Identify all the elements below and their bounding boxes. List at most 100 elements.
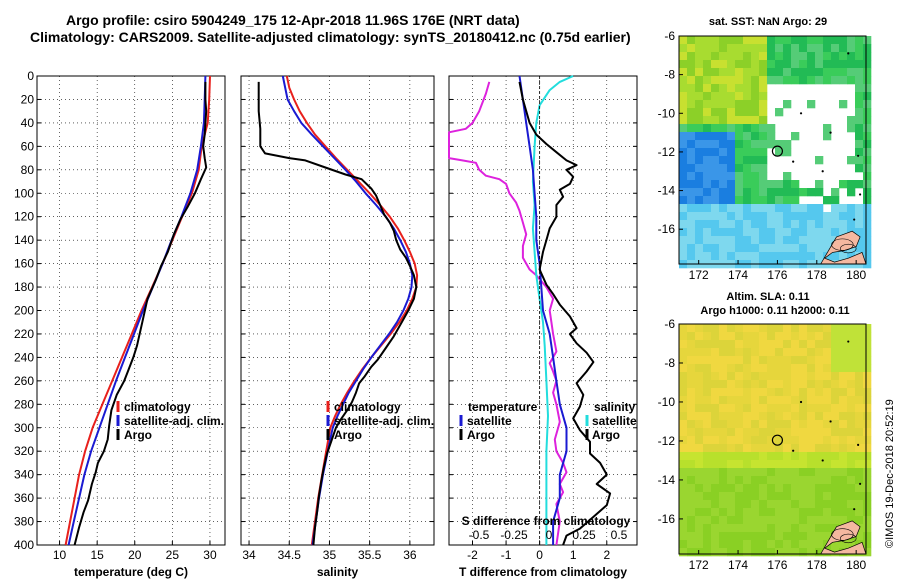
map-cell	[687, 124, 696, 133]
map-cell	[791, 540, 800, 549]
map-cell	[807, 60, 816, 69]
map-cell	[831, 468, 840, 477]
map-cell	[847, 404, 856, 413]
map-cell	[711, 44, 720, 53]
map-cell	[703, 180, 712, 189]
map-cell	[751, 428, 760, 437]
map-cell	[783, 468, 792, 477]
map-cell	[735, 244, 744, 253]
sla-map-panel: 172 174 176 178 180 -6 -8 -10 -12 -14 -16 Altim. SL…	[658, 291, 872, 572]
map-cell	[695, 68, 704, 77]
map-cell	[703, 372, 712, 381]
map-cell	[743, 212, 752, 221]
map-cell	[703, 92, 712, 101]
map-cell	[767, 508, 776, 517]
map-cell	[719, 428, 728, 437]
map-cell	[807, 532, 816, 541]
map-cell	[743, 244, 752, 253]
map-cell	[863, 540, 872, 549]
map-cell	[863, 60, 872, 69]
map-cell	[767, 180, 776, 189]
map-cell	[831, 348, 840, 357]
map-cell	[775, 452, 784, 461]
map-cell	[743, 100, 752, 109]
map-cell	[743, 348, 752, 357]
map-cell	[807, 396, 816, 405]
map-cell	[679, 36, 688, 45]
map-cell	[839, 364, 848, 373]
map-cell	[863, 220, 872, 229]
contour-loop	[840, 533, 857, 544]
map-cell	[783, 148, 792, 157]
depth-tick-label: 80	[21, 163, 35, 177]
map-cell	[735, 460, 744, 469]
x-tick-label: 2	[603, 548, 610, 562]
salinity-panel: 34 34.5 35 35.5 36 salinity climatologysatelli…	[240, 75, 435, 579]
map-cell	[791, 348, 800, 357]
map-cell	[735, 92, 744, 101]
map-cell	[767, 212, 776, 221]
map-cell	[823, 212, 832, 221]
map-cell	[719, 412, 728, 421]
map-cell	[695, 516, 704, 525]
map-cell	[711, 340, 720, 349]
map-cell	[839, 252, 848, 261]
map-cell	[775, 364, 784, 373]
map-x-tick-label: 174	[728, 268, 748, 282]
map-cell	[711, 508, 720, 517]
map-cell	[727, 84, 736, 93]
map-cell	[783, 196, 792, 205]
map-cell	[727, 132, 736, 141]
map-cell	[743, 468, 752, 477]
map-cell	[719, 324, 728, 333]
map-cell	[839, 460, 848, 469]
map-cell	[719, 252, 728, 261]
map-cell	[807, 36, 816, 45]
depth-tick-label: 340	[14, 468, 34, 482]
map-cell	[855, 508, 864, 517]
map-cell	[743, 324, 752, 333]
map-cell	[791, 76, 800, 85]
map-cell	[863, 164, 872, 173]
map-cell	[807, 476, 816, 485]
map-cell	[719, 500, 728, 509]
map-cell	[863, 252, 872, 261]
map-cell	[743, 108, 752, 117]
map-cell	[855, 340, 864, 349]
map-cell	[751, 452, 760, 461]
map-cell	[695, 180, 704, 189]
map-cell	[807, 188, 816, 197]
map-cell	[695, 348, 704, 357]
map-cell	[767, 364, 776, 373]
map-cell	[847, 540, 856, 549]
map-cell	[735, 340, 744, 349]
map-cell	[815, 236, 824, 245]
map-cell	[719, 92, 728, 101]
map-cell	[815, 428, 824, 437]
map-cell	[775, 44, 784, 53]
map-cell	[839, 508, 848, 517]
map-cell	[719, 148, 728, 157]
map-cell	[855, 84, 864, 93]
map-cell	[711, 148, 720, 157]
map-cell	[735, 68, 744, 77]
map-cell	[711, 356, 720, 365]
map-cell	[767, 348, 776, 357]
map-cell	[695, 324, 704, 333]
map-cell	[815, 500, 824, 509]
map-cell	[735, 172, 744, 181]
map-cell	[831, 516, 840, 525]
map-cell	[703, 36, 712, 45]
map-cell	[815, 460, 824, 469]
map-cell	[791, 452, 800, 461]
map-cell	[783, 396, 792, 405]
map-cell	[807, 348, 816, 357]
map-cell	[695, 436, 704, 445]
map-cell	[839, 52, 848, 61]
map-cell	[783, 212, 792, 221]
map-cell	[775, 220, 784, 229]
map-cell	[703, 548, 712, 557]
x-tick-label: -2	[467, 548, 478, 562]
map-cell	[727, 244, 736, 253]
map-cell	[751, 220, 760, 229]
